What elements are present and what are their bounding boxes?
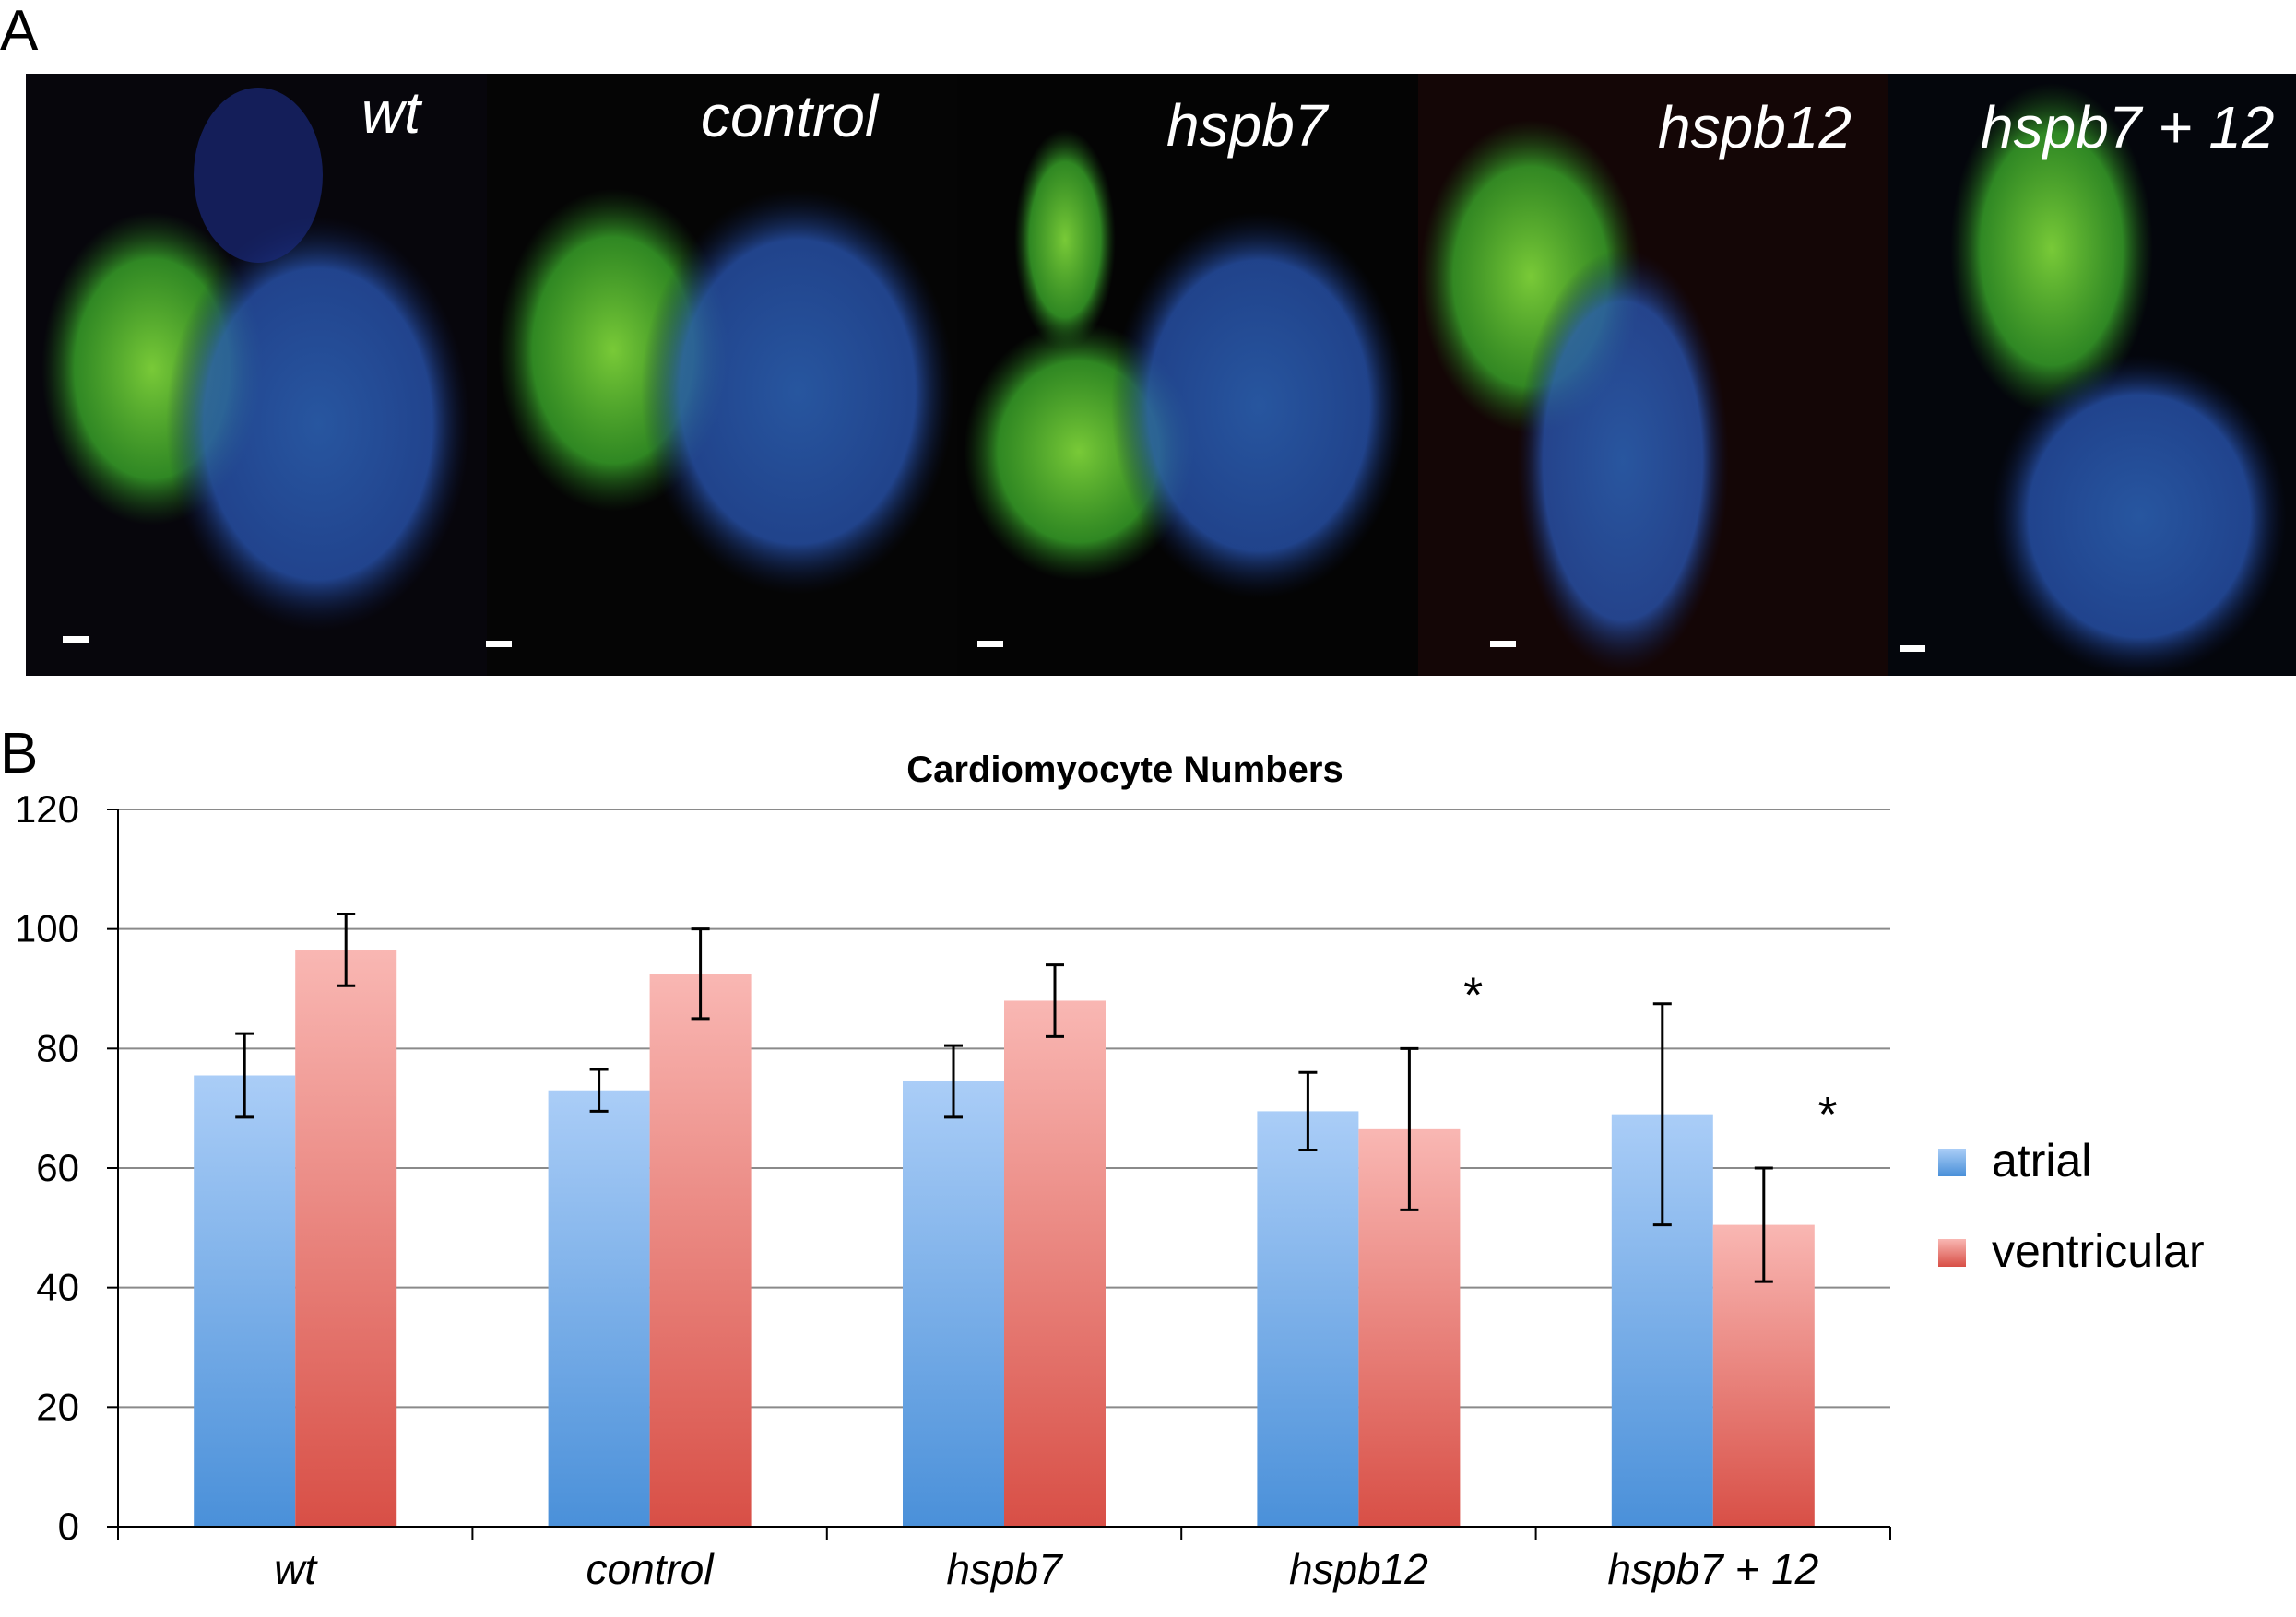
- micrograph-hspb7: [957, 74, 1418, 676]
- y-tick-label: 80: [36, 1026, 79, 1069]
- bar-atrial: [903, 1080, 1004, 1527]
- bar-atrial: [548, 1090, 650, 1527]
- micrograph-hspb12: [1418, 74, 1888, 676]
- y-tick-label: 40: [36, 1266, 79, 1309]
- x-axis: wt control hspb7 hspb12 hspb7 + 12: [274, 1545, 1818, 1593]
- micrograph-label-hspb7-12: hspb7 + 12: [1981, 94, 2275, 160]
- bar-ventricular: [1004, 1000, 1106, 1527]
- bars: [194, 950, 1815, 1527]
- chart-title: Cardiomyocyte Numbers: [906, 749, 1343, 790]
- micrograph-label-hspb7: hspb7: [1166, 92, 1330, 159]
- significance-marker: *: [1816, 1087, 1837, 1142]
- x-tick-label: wt: [274, 1545, 318, 1593]
- bar-atrial: [194, 1075, 296, 1527]
- legend-swatch-atrial: [1938, 1149, 1966, 1176]
- legend-label-ventricular: ventricular: [1992, 1225, 2205, 1277]
- panel-b-letter: B: [0, 722, 38, 785]
- significance-marker: *: [1462, 967, 1483, 1022]
- axes: [117, 809, 1891, 1540]
- significance-markers: **: [1462, 967, 1837, 1142]
- y-tick-label: 60: [36, 1146, 79, 1189]
- micrograph-label-control: control: [701, 83, 880, 149]
- y-axis: 0 20 40 60 80 100 120: [15, 787, 118, 1548]
- x-tick-label: hspb7 + 12: [1607, 1545, 1818, 1593]
- micrograph-control: [486, 74, 957, 676]
- bar-ventricular: [295, 950, 397, 1527]
- micrograph-label-hspb12: hspb12: [1658, 94, 1852, 160]
- legend-swatch-ventricular: [1938, 1239, 1966, 1267]
- bar-ventricular: [649, 974, 752, 1527]
- y-tick-label: 20: [36, 1385, 79, 1428]
- y-tick-label: 120: [15, 787, 79, 831]
- legend: atrial ventricular: [1938, 1135, 2205, 1277]
- micrograph-hspb7-12: [1888, 74, 2296, 678]
- y-tick-label: 0: [58, 1505, 79, 1548]
- x-tick-label: hspb12: [1289, 1545, 1428, 1593]
- micrograph-wt: [26, 74, 487, 676]
- bar-atrial: [1257, 1111, 1359, 1527]
- panel-a-letter: A: [0, 0, 39, 63]
- y-tick-label: 100: [15, 907, 79, 950]
- x-tick-label: control: [586, 1545, 716, 1593]
- error-bars: [235, 912, 1773, 1283]
- micrograph-label-wt: wt: [361, 79, 422, 146]
- x-tick-label: hspb7: [946, 1545, 1063, 1593]
- legend-label-atrial: atrial: [1992, 1135, 2091, 1186]
